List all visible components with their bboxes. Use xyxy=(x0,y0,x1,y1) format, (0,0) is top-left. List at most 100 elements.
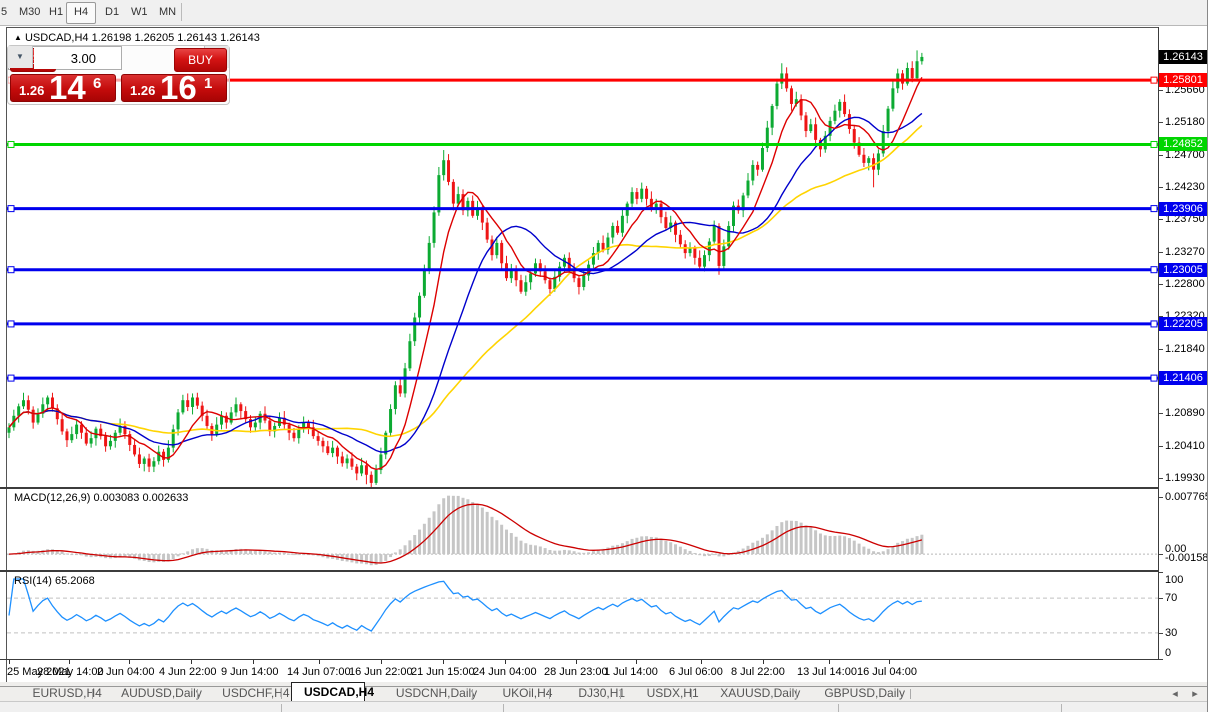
tab-separator xyxy=(471,689,473,699)
time-tick-label: 6 Jul 06:00 xyxy=(669,666,723,678)
time-tick xyxy=(701,660,702,664)
tab-separator xyxy=(281,689,282,699)
price-tick-label: 1.24700 xyxy=(1165,148,1205,161)
hline-1.24852[interactable] xyxy=(7,140,1159,148)
time-axis[interactable]: 25 May 2021 28 May 14:00 2 Jun 04:00 4 Jun … xyxy=(7,660,1159,681)
price-tick-dash xyxy=(1159,348,1163,350)
time-tick-label: 1 Jul 14:00 xyxy=(604,666,658,678)
one-click-trade-panel: SELL ▼ ▲ BUY 1.26 14 6 1.26 16 1 xyxy=(7,45,230,106)
tab-audusd-daily[interactable]: AUDUSD,Daily xyxy=(121,686,202,700)
time-tick-label: 16 Jun 22:00 xyxy=(349,666,413,678)
timeframe-button-w1[interactable]: W1 xyxy=(131,6,148,18)
time-tick xyxy=(763,660,764,664)
timeframe-button-d1[interactable]: D1 xyxy=(105,6,120,18)
tab-scroll-right-icon[interactable]: ▸ xyxy=(1192,688,1198,700)
rsi-plot[interactable] xyxy=(7,572,1159,659)
time-tick-label: 28 May 14:00 xyxy=(37,666,104,678)
tab-usdcad-h4[interactable]: USDCAD,H4 xyxy=(291,682,374,701)
time-tick-label: 24 Jun 04:00 xyxy=(473,666,537,678)
timeframe-button-m30[interactable]: M30 xyxy=(19,6,41,18)
tab-gbpusd-daily[interactable]: GBPUSD,Daily xyxy=(824,686,906,700)
candlestick-chart[interactable] xyxy=(7,28,1159,487)
tab-dj30-h1[interactable]: DJ30,H1 xyxy=(578,686,626,700)
hline-1.23906[interactable] xyxy=(7,205,1159,213)
price-axis-separator xyxy=(1158,27,1159,660)
time-tick xyxy=(69,660,70,664)
tab-separator xyxy=(92,689,94,699)
buy-price-button[interactable]: 1.26 16 1 xyxy=(121,69,227,106)
tab-usdcnh-daily[interactable]: USDCNH,Daily xyxy=(395,686,478,700)
timeframe-button-h1[interactable]: H1 xyxy=(49,6,64,18)
time-tick-label: 16 Jul 04:00 xyxy=(857,666,917,678)
rsi-value: 65.2068 xyxy=(54,575,95,587)
tab-separator xyxy=(691,689,693,699)
timeframe-button-h4[interactable]: H4 xyxy=(66,2,97,24)
current-price-badge: 1.26143 xyxy=(1159,49,1207,64)
title-arrow-icon[interactable]: ▲ xyxy=(14,33,22,42)
time-tick-label: 21 Jun 15:00 xyxy=(411,666,475,678)
macd-pane[interactable] xyxy=(7,489,1159,570)
tab-baseline xyxy=(0,686,1207,687)
buy-button[interactable]: BUY xyxy=(174,48,227,72)
volume-input[interactable] xyxy=(34,47,98,69)
ma-mid-line xyxy=(8,112,923,453)
macd-axis-max: 0.007765 xyxy=(1165,491,1208,503)
sell-pipette: 6 xyxy=(93,75,102,92)
toolbar-separator xyxy=(181,3,182,21)
pane-separator[interactable] xyxy=(0,570,1207,572)
hline-1.21406[interactable] xyxy=(7,374,1159,382)
price-tick-dash xyxy=(1159,251,1163,253)
buy-big-figure: 1.26 xyxy=(130,83,156,98)
hline-price-badge: 1.24852 xyxy=(1159,137,1207,152)
price-tick-dash xyxy=(1159,122,1163,124)
time-tick-label: 28 Jun 23:00 xyxy=(544,666,608,678)
time-tick xyxy=(443,660,444,664)
buy-pipette: 1 xyxy=(204,75,213,92)
rsi-tick-dash xyxy=(1159,572,1163,573)
price-tick-dash xyxy=(1159,283,1163,285)
hline-1.23005[interactable] xyxy=(7,266,1159,274)
price-tick-label: 1.20890 xyxy=(1165,407,1205,420)
timeframe-button-mn[interactable]: MN xyxy=(159,6,177,18)
time-tick xyxy=(576,660,577,664)
time-tick xyxy=(381,660,382,664)
time-tick-label: 2 Jun 04:00 xyxy=(97,666,155,678)
price-axis[interactable]: 1.25660 1.25180 1.24700 1.24230 1.23750 1.232… xyxy=(1159,27,1208,682)
tab-ukoil-h4[interactable]: UKOil,H4 xyxy=(502,686,553,700)
tab-separator xyxy=(620,689,622,699)
macd-axis-zero: 0.00 xyxy=(1165,543,1187,556)
price-tick-dash xyxy=(1159,89,1163,91)
hline-1.22205[interactable] xyxy=(7,320,1159,328)
timeframe-button-5[interactable]: 5 xyxy=(1,6,8,18)
macd-tick-dash xyxy=(1159,497,1163,498)
volume-spinner: ▼ ▲ xyxy=(8,46,229,70)
tab-scroll-left-icon[interactable]: ◂ xyxy=(1172,688,1178,700)
price-tick-label: 1.24230 xyxy=(1165,180,1205,193)
time-tick xyxy=(191,660,192,664)
time-tick-label: 4 Jun 22:00 xyxy=(159,666,217,678)
hline-price-badge: 1.23005 xyxy=(1159,262,1207,277)
tab-usdx-h1[interactable]: USDX,H1 xyxy=(646,686,699,700)
sell-price-button[interactable]: 1.26 14 6 xyxy=(10,69,116,106)
rsi-pane[interactable] xyxy=(7,572,1159,659)
price-tick-dash xyxy=(1159,413,1163,415)
rsi-axis-100: 100 xyxy=(1165,574,1184,586)
tab-xauusd-daily[interactable]: XAUUSD,Daily xyxy=(720,686,801,700)
time-tick xyxy=(129,660,130,664)
rsi-line xyxy=(8,578,922,632)
tab-usdchf-h4[interactable]: USDCHF,H4 xyxy=(222,686,290,700)
volume-decrease-button[interactable]: ▼ xyxy=(8,46,33,68)
statusbar-divider xyxy=(838,704,839,712)
statusbar-divider xyxy=(1061,704,1062,712)
time-tick-label: 25 May 2021 xyxy=(7,666,71,678)
macd-plot[interactable] xyxy=(7,489,1159,570)
hline-price-badge: 1.22205 xyxy=(1159,316,1207,331)
time-tick-label: 14 Jun 07:00 xyxy=(287,666,351,678)
macd-name: MACD(12,26,9) xyxy=(14,492,91,504)
macd-label: MACD(12,26,9) 0.003083 0.002633 xyxy=(14,492,188,504)
tab-eurusd-h4[interactable]: EURUSD,H4 xyxy=(32,686,102,700)
timeframe-toolbar: 5 M30 H1 H4 D1 W1 MN xyxy=(0,0,1207,26)
macd-main-value: 0.003083 xyxy=(93,492,140,504)
pane-separator[interactable] xyxy=(0,487,1207,489)
